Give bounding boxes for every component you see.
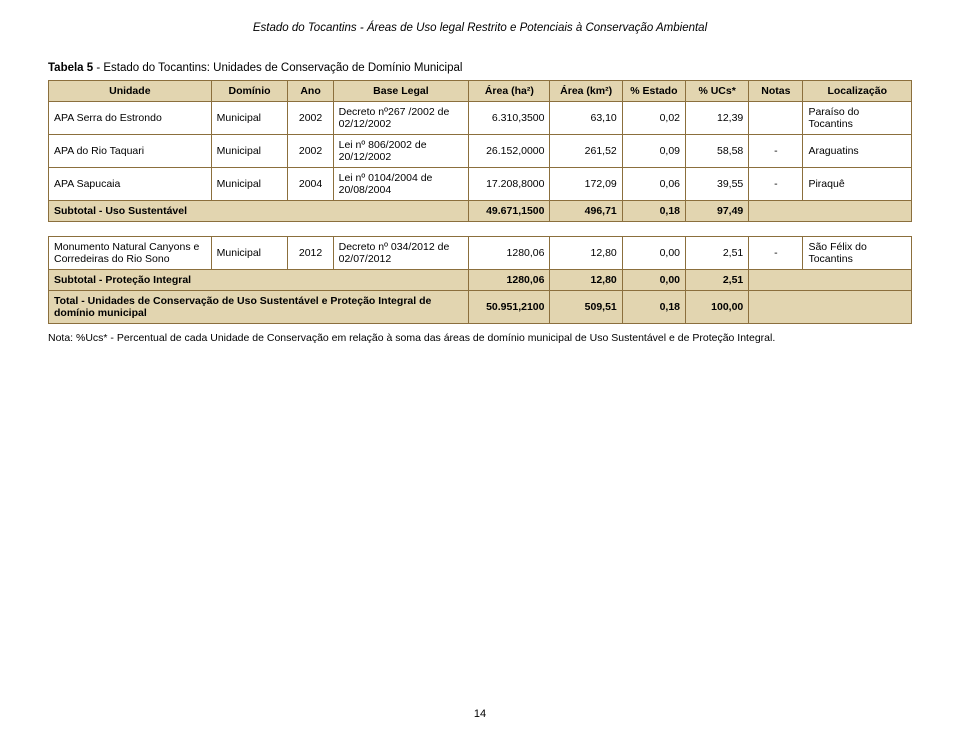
col-notas: Notas [749, 81, 803, 102]
cell-base: Lei nº 0104/2004 de 20/08/2004 [333, 168, 469, 201]
subtotal-ha: 1280,06 [469, 270, 550, 291]
cell-ha: 6.310,3500 [469, 102, 550, 135]
page-number: 14 [0, 708, 960, 720]
col-unidade: Unidade [49, 81, 212, 102]
cell-notas: - [749, 168, 803, 201]
cell-est: 0,06 [622, 168, 685, 201]
cell-loc: São Félix do Tocantins [803, 237, 912, 270]
subtotal-km: 496,71 [550, 201, 622, 222]
header-row: Unidade Domínio Ano Base Legal Área (ha²… [49, 81, 912, 102]
cell-notas [749, 102, 803, 135]
subtotal-row: Subtotal - Uso Sustentável49.671,1500496… [49, 201, 912, 222]
subtotal-km: 12,80 [550, 270, 622, 291]
cell-dominio: Municipal [211, 168, 288, 201]
cell-ano: 2004 [288, 168, 333, 201]
table-title: Tabela 5 - Estado do Tocantins: Unidades… [48, 62, 912, 74]
cell-ano: 2012 [288, 237, 333, 270]
table-row: APA SapucaiaMunicipal2004Lei nº 0104/200… [49, 168, 912, 201]
col-estado: % Estado [622, 81, 685, 102]
table-title-rest: - Estado do Tocantins: Unidades de Conse… [93, 62, 462, 74]
subtotal-ucs: 2,51 [686, 270, 749, 291]
cell-loc: Araguatins [803, 135, 912, 168]
cell-notas: - [749, 135, 803, 168]
col-ano: Ano [288, 81, 333, 102]
page-container: Estado do Tocantins - Áreas de Uso legal… [0, 0, 960, 344]
cell-est: 0,02 [622, 102, 685, 135]
cell-est: 0,00 [622, 237, 685, 270]
cell-ucs: 12,39 [686, 102, 749, 135]
subtotal-ha: 49.671,1500 [469, 201, 550, 222]
col-km: Área (km²) [550, 81, 622, 102]
subtotal-label: Subtotal - Uso Sustentável [49, 201, 469, 222]
cell-ha: 1280,06 [469, 237, 550, 270]
cell-ucs: 58,58 [686, 135, 749, 168]
cell-unidade: APA Serra do Estrondo [49, 102, 212, 135]
total-ucs: 100,00 [686, 291, 749, 324]
cell-ucs: 2,51 [686, 237, 749, 270]
total-blank [749, 291, 912, 324]
table-gap [48, 222, 912, 236]
doc-header: Estado do Tocantins - Áreas de Uso legal… [48, 22, 912, 34]
cell-ano: 2002 [288, 135, 333, 168]
cell-base: Decreto nº 034/2012 de 02/07/2012 [333, 237, 469, 270]
subtotal-est: 0,00 [622, 270, 685, 291]
total-est: 0,18 [622, 291, 685, 324]
main-table: Unidade Domínio Ano Base Legal Área (ha²… [48, 80, 912, 222]
cell-loc: Paraíso do Tocantins [803, 102, 912, 135]
cell-base: Lei nº 806/2002 de 20/12/2002 [333, 135, 469, 168]
cell-unidade: APA Sapucaia [49, 168, 212, 201]
cell-loc: Piraquê [803, 168, 912, 201]
cell-unidade: APA do Rio Taquari [49, 135, 212, 168]
cell-ano: 2002 [288, 102, 333, 135]
subtotal-est: 0,18 [622, 201, 685, 222]
table-row: APA do Rio TaquariMunicipal2002Lei nº 80… [49, 135, 912, 168]
cell-unidade: Monumento Natural Canyons e Corredeiras … [49, 237, 212, 270]
table-title-bold: Tabela 5 [48, 62, 93, 74]
col-local: Localização [803, 81, 912, 102]
table-note: Nota: %Ucs* - Percentual de cada Unidade… [48, 332, 912, 344]
cell-dominio: Municipal [211, 102, 288, 135]
total-row: Total - Unidades de Conservação de Uso S… [49, 291, 912, 324]
col-ha: Área (ha²) [469, 81, 550, 102]
cell-ha: 26.152,0000 [469, 135, 550, 168]
cell-base: Decreto nº267 /2002 de 02/12/2002 [333, 102, 469, 135]
table-row: APA Serra do EstrondoMunicipal2002Decret… [49, 102, 912, 135]
cell-dominio: Municipal [211, 237, 288, 270]
subtotal-row: Subtotal - Proteção Integral1280,0612,80… [49, 270, 912, 291]
total-label: Total - Unidades de Conservação de Uso S… [49, 291, 469, 324]
total-ha: 50.951,2100 [469, 291, 550, 324]
subtotal-blank [749, 270, 912, 291]
table-row: Monumento Natural Canyons e Corredeiras … [49, 237, 912, 270]
subtotal-blank [749, 201, 912, 222]
cell-notas: - [749, 237, 803, 270]
second-table: Monumento Natural Canyons e Corredeiras … [48, 236, 912, 324]
cell-km: 172,09 [550, 168, 622, 201]
cell-km: 261,52 [550, 135, 622, 168]
col-base: Base Legal [333, 81, 469, 102]
cell-ha: 17.208,8000 [469, 168, 550, 201]
cell-km: 63,10 [550, 102, 622, 135]
total-km: 509,51 [550, 291, 622, 324]
cell-km: 12,80 [550, 237, 622, 270]
col-ucs: % UCs* [686, 81, 749, 102]
cell-ucs: 39,55 [686, 168, 749, 201]
cell-est: 0,09 [622, 135, 685, 168]
cell-dominio: Municipal [211, 135, 288, 168]
col-dominio: Domínio [211, 81, 288, 102]
subtotal-label: Subtotal - Proteção Integral [49, 270, 469, 291]
subtotal-ucs: 97,49 [686, 201, 749, 222]
